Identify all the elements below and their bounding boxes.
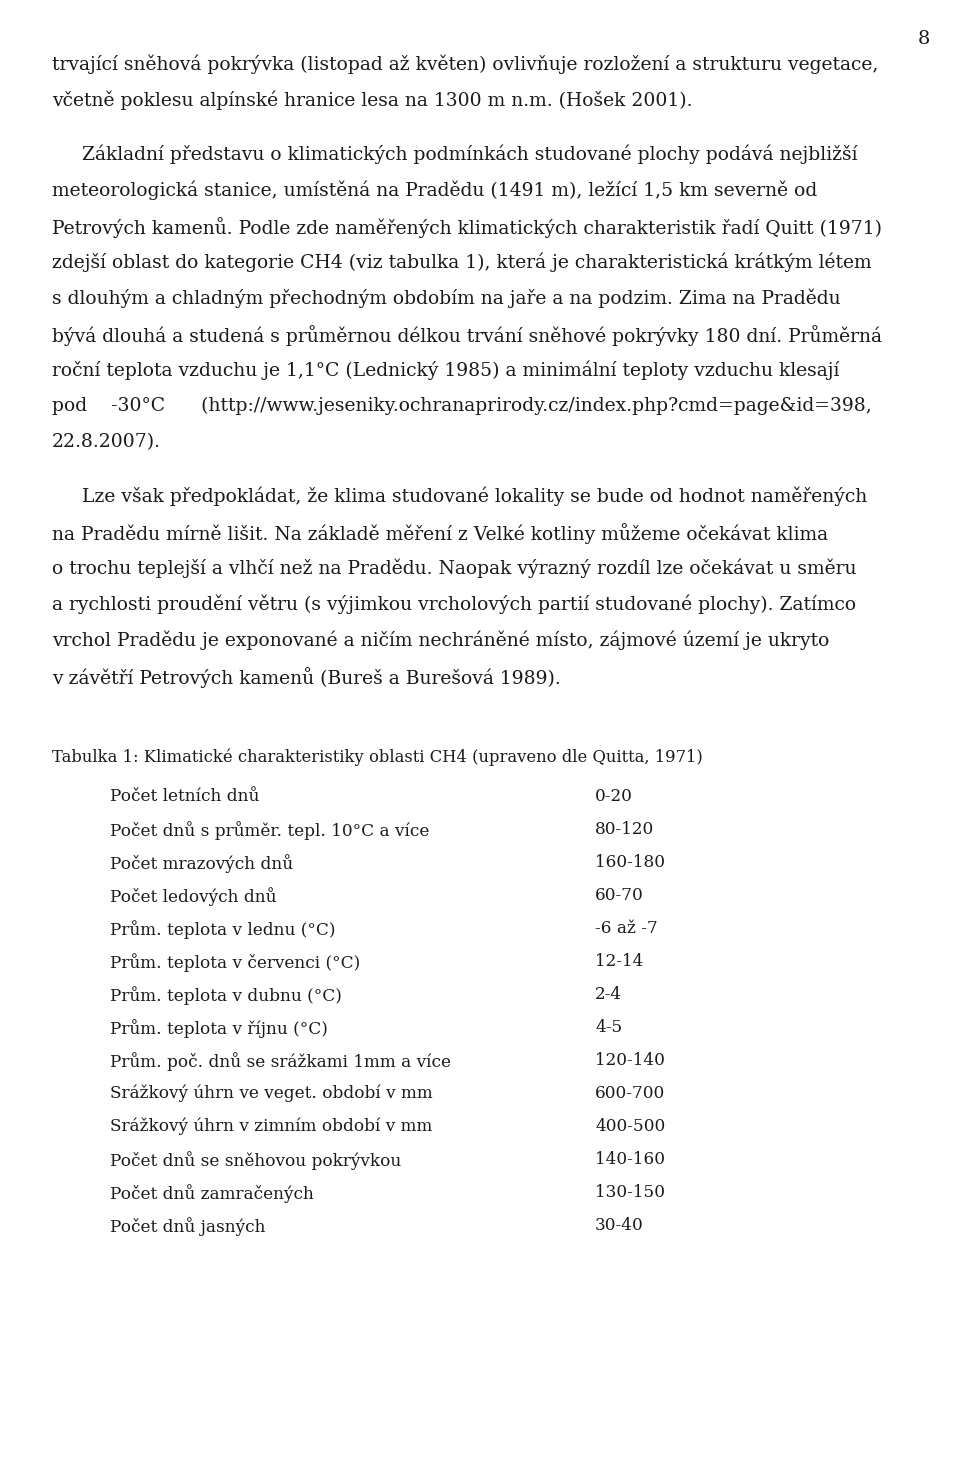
Text: s dlouhým a chladným přechodným obdobím na jaře a na podzim. Zima na Pradědu: s dlouhým a chladným přechodným obdobím …: [52, 288, 841, 309]
Text: 30-40: 30-40: [595, 1217, 644, 1233]
Text: Petrových kamenů. Podle zde naměřených klimatických charakteristik řadí Quitt (1: Petrových kamenů. Podle zde naměřených k…: [52, 217, 882, 238]
Text: Tabulka 1: Klimatické charakteristiky oblasti CH4 (upraveno dle Quitta, 1971): Tabulka 1: Klimatické charakteristiky ob…: [52, 748, 703, 766]
Text: 160-180: 160-180: [595, 853, 665, 871]
Text: Počet dnů s průměr. tepl. 10°C a více: Počet dnů s průměr. tepl. 10°C a více: [110, 821, 429, 840]
Text: 130-150: 130-150: [595, 1183, 665, 1201]
Text: 2-4: 2-4: [595, 985, 622, 1003]
Text: -6 až -7: -6 až -7: [595, 920, 658, 936]
Text: 80-120: 80-120: [595, 821, 655, 837]
Text: o trochu teplejší a vlhčí než na Pradědu. Naopak výrazný rozdíl lze očekávat u s: o trochu teplejší a vlhčí než na Pradědu…: [52, 559, 856, 578]
Text: 60-70: 60-70: [595, 886, 644, 904]
Text: 8: 8: [918, 30, 930, 47]
Text: Prům. poč. dnů se srážkami 1mm a více: Prům. poč. dnů se srážkami 1mm a více: [110, 1052, 451, 1071]
Text: Prům. teplota v lednu (°C): Prům. teplota v lednu (°C): [110, 920, 335, 939]
Text: 400-500: 400-500: [595, 1118, 665, 1134]
Text: 0-20: 0-20: [595, 788, 633, 805]
Text: roční teplota vzduchu je 1,1°C (Lednický 1985) a minimální teploty vzduchu klesa: roční teplota vzduchu je 1,1°C (Lednický…: [52, 361, 839, 380]
Text: včetně poklesu alpínské hranice lesa na 1300 m n.m. (Hošek 2001).: včetně poklesu alpínské hranice lesa na …: [52, 92, 692, 111]
Text: Počet ledových dnů: Počet ledových dnů: [110, 886, 276, 905]
Text: Srážkový úhrn ve veget. období v mm: Srážkový úhrn ve veget. období v mm: [110, 1084, 433, 1102]
Text: Základní představu o klimatických podmínkách studované plochy podává nejbližší: Základní představu o klimatických podmín…: [52, 145, 857, 164]
Text: 12-14: 12-14: [595, 952, 643, 970]
Text: Počet dnů jasných: Počet dnů jasných: [110, 1217, 266, 1235]
Text: Počet letních dnů: Počet letních dnů: [110, 788, 259, 805]
Text: v závětří Petrových kamenů (Bureš a Burešová 1989).: v závětří Petrových kamenů (Bureš a Bure…: [52, 667, 561, 688]
Text: Prům. teplota v říjnu (°C): Prům. teplota v říjnu (°C): [110, 1019, 328, 1037]
Text: Prům. teplota v dubnu (°C): Prům. teplota v dubnu (°C): [110, 985, 342, 1004]
Text: trvající sněhová pokrývka (listopad až květen) ovlivňuje rozložení a strukturu v: trvající sněhová pokrývka (listopad až k…: [52, 55, 878, 74]
Text: 140-160: 140-160: [595, 1151, 665, 1167]
Text: na Pradědu mírně lišit. Na základě měření z Velké kotliny můžeme očekávat klima: na Pradědu mírně lišit. Na základě měřen…: [52, 524, 828, 544]
Text: Lze však předpokládat, že klima studované lokality se bude od hodnot naměřených: Lze však předpokládat, že klima studovan…: [52, 487, 867, 506]
Text: 600-700: 600-700: [595, 1084, 665, 1102]
Text: 4-5: 4-5: [595, 1019, 622, 1035]
Text: bývá dlouhá a studená s průměrnou délkou trvání sněhové pokrývky 180 dní. Průměr: bývá dlouhá a studená s průměrnou délkou…: [52, 325, 882, 346]
Text: Srážkový úhrn v zimním období v mm: Srážkový úhrn v zimním období v mm: [110, 1118, 432, 1134]
Text: Prům. teplota v červenci (°C): Prům. teplota v červenci (°C): [110, 952, 360, 972]
Text: Počet mrazových dnů: Počet mrazových dnů: [110, 853, 293, 873]
Text: pod    -30°C      (http://www.jeseniky.ochranaprirody.cz/index.php?cmd=page&id=3: pod -30°C (http://www.jeseniky.ochranapr…: [52, 396, 872, 416]
Text: Počet dnů zamračených: Počet dnů zamračených: [110, 1183, 314, 1202]
Text: Počet dnů se sněhovou pokrývkou: Počet dnů se sněhovou pokrývkou: [110, 1151, 401, 1170]
Text: zdejší oblast do kategorie CH4 (viz tabulka 1), která je charakteristická krátký: zdejší oblast do kategorie CH4 (viz tabu…: [52, 253, 872, 272]
Text: a rychlosti proudění větru (s výjimkou vrcholových partií studované plochy). Zat: a rychlosti proudění větru (s výjimkou v…: [52, 595, 856, 614]
Text: 22.8.2007).: 22.8.2007).: [52, 433, 161, 451]
Text: vrchol Pradědu je exponované a ničím nechráněné místo, zájmové území je ukryto: vrchol Pradědu je exponované a ničím nec…: [52, 632, 829, 651]
Text: meteorologická stanice, umístěná na Pradědu (1491 m), ležící 1,5 km severně od: meteorologická stanice, umístěná na Prad…: [52, 180, 817, 201]
Text: 120-140: 120-140: [595, 1052, 665, 1069]
